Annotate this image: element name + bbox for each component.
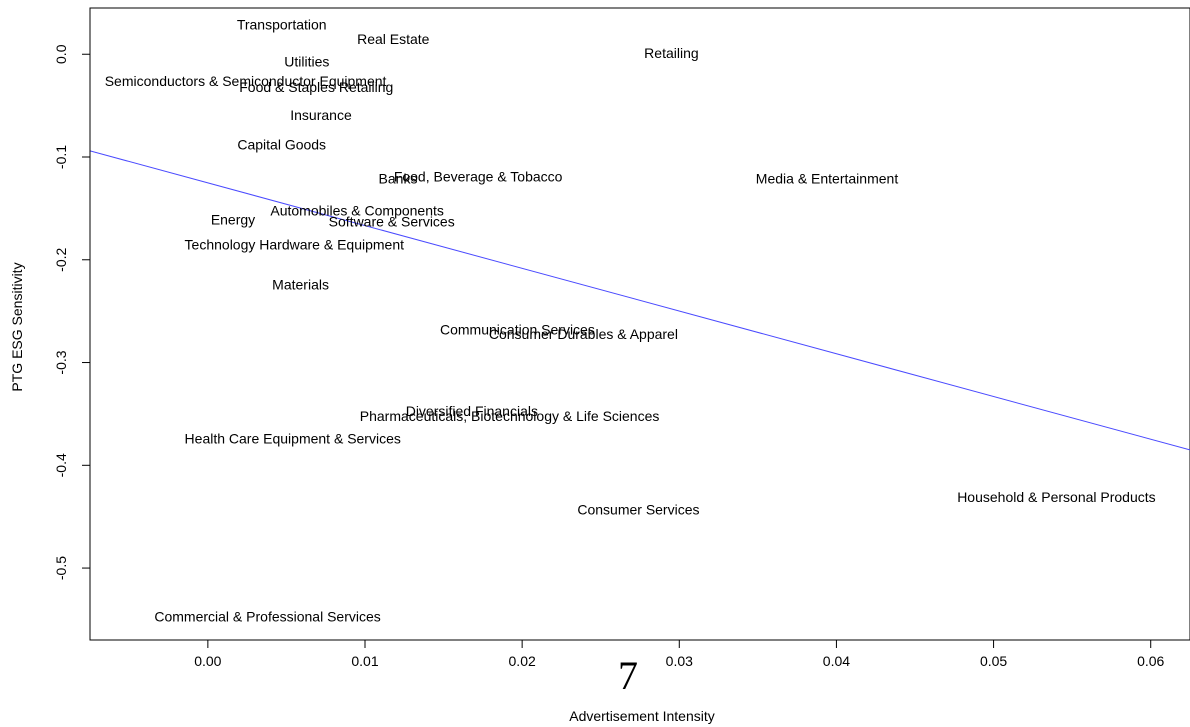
point-label: Food & Staples Retailing [239, 79, 393, 95]
point-label: Transportation [237, 16, 327, 32]
x-axis: 0.00 0.01 0.02 0.03 0.04 0.05 0.06 [194, 639, 1165, 669]
point-label: Pharmaceuticals, Biotechnology & Life Sc… [360, 408, 660, 424]
point-label: Capital Goods [237, 137, 326, 153]
page-number: 7 [618, 653, 638, 698]
point-label: Automobiles & Components [270, 202, 444, 218]
x-tick-label: 0.00 [194, 653, 221, 669]
x-tick-label: 0.05 [980, 653, 1007, 669]
x-tick-label: 0.03 [666, 653, 693, 669]
point-label: Diversified Financials [406, 403, 538, 419]
x-tick-label: 0.06 [1137, 653, 1164, 669]
point-label: Semiconductors & Semiconductor Equipment [105, 73, 387, 89]
regression-line [90, 150, 1190, 451]
x-tick-label: 0.02 [509, 653, 536, 669]
y-axis: 0.0 -0.1 -0.2 -0.3 -0.4 -0.5 [53, 44, 91, 580]
point-label: Energy [211, 212, 255, 228]
y-tick-label: -0.4 [53, 453, 69, 477]
fit-line-layer [90, 150, 1190, 451]
point-label: Real Estate [357, 31, 430, 47]
point-label: Media & Entertainment [756, 171, 899, 187]
plot-frame [89, 7, 1190, 641]
point-label: Banks [379, 171, 418, 187]
point-label: Retailing [644, 45, 698, 61]
point-labels: Transportation Real Estate Retailing Utilit… [105, 16, 1156, 624]
x-tick-label: 0.01 [351, 653, 378, 669]
y-tick-label: -0.1 [53, 145, 69, 169]
point-label: Software & Services [329, 214, 455, 230]
point-label: Insurance [290, 107, 352, 123]
y-tick-label: -0.2 [53, 247, 69, 271]
point-label: Consumer Durables & Apparel [489, 326, 678, 342]
point-label: Commercial & Professional Services [154, 608, 380, 624]
x-tick-label: 0.04 [823, 653, 850, 669]
point-label: Consumer Services [577, 501, 699, 517]
point-label: Health Care Equipment & Services [185, 431, 401, 447]
y-tick-label: 0.0 [53, 44, 69, 64]
y-axis-title: PTG ESG Sensitivity [9, 262, 25, 391]
x-axis-title: Advertisement Intensity [569, 708, 715, 724]
y-tick-label: -0.5 [53, 556, 69, 580]
point-label: Communication Services [440, 322, 595, 338]
point-label: Materials [272, 276, 329, 292]
point-label: Household & Personal Products [957, 489, 1155, 505]
point-label: Utilities [284, 53, 329, 69]
y-tick-label: -0.3 [53, 350, 69, 374]
point-label: Technology Hardware & Equipment [185, 236, 405, 252]
point-label: Food, Beverage & Tobacco [394, 169, 563, 185]
